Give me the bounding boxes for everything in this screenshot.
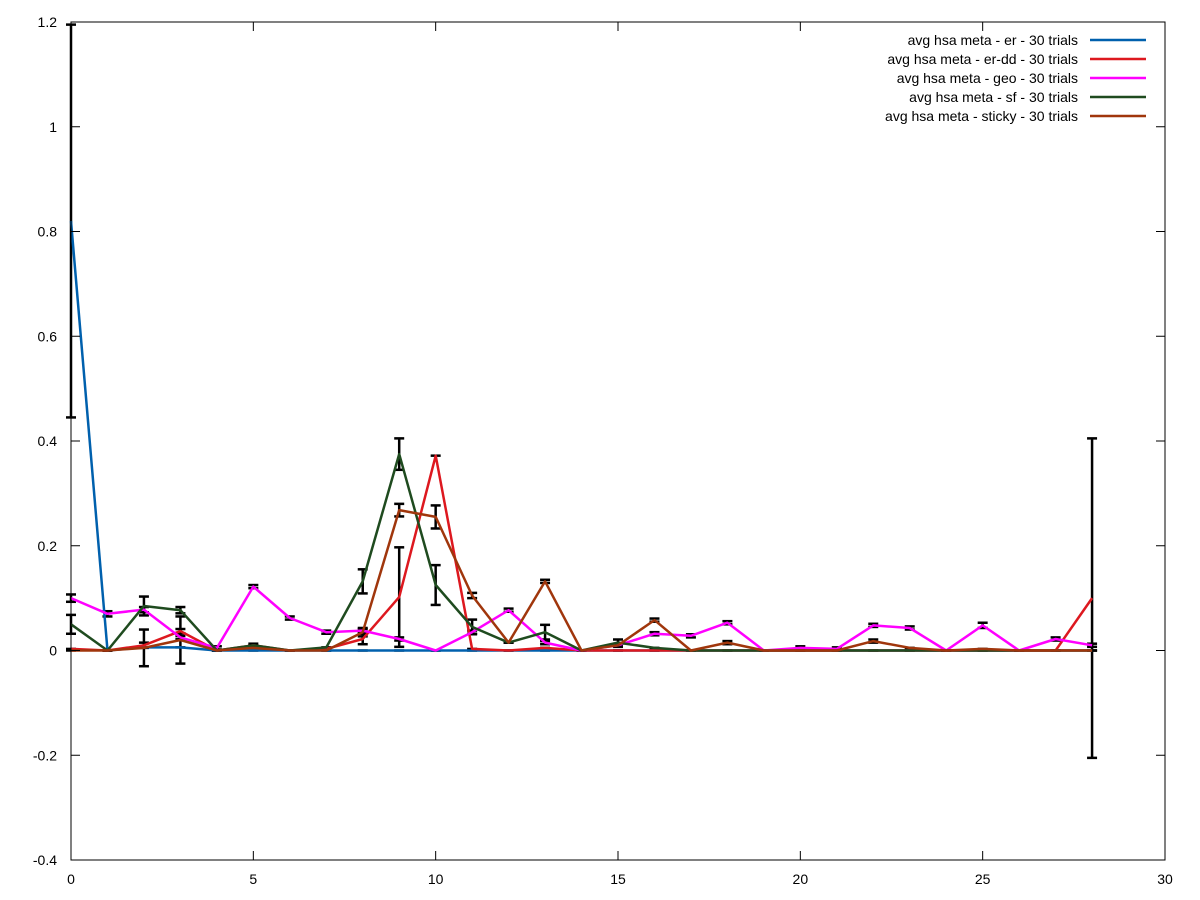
series-line-1 [70,454,1094,652]
x-tick-label: 30 [1157,871,1173,887]
plot-frame [70,21,1166,861]
series-line-2 [70,585,1093,652]
legend-label-4: avg hsa meta - sticky - 30 trials [885,108,1078,124]
legend-label-3: avg hsa meta - sf - 30 trials [909,89,1078,105]
x-tick-label: 0 [67,871,75,887]
x-tick-label: 25 [975,871,991,887]
y-tick-label: 1.2 [38,14,58,30]
series-line-0 [69,220,1093,652]
x-tick-label: 5 [249,871,257,887]
ticks-layer: 0 5 10 15 20 25 30 -0.4 -0.2 0 0.2 0.4 0.6 0.8 1 1.2 [33,14,1173,887]
series-line-3 [70,452,1093,652]
x-tick-label: 10 [428,871,444,887]
legend: avg hsa meta - er - 30 trials avg hsa met… [885,32,1146,124]
x-tick-label: 15 [610,871,626,887]
series-line-4 [71,508,1093,652]
y-tick-label: 0.6 [38,328,58,344]
y-tick-label: 1 [49,119,57,135]
legend-label-2: avg hsa meta - geo - 30 trials [897,70,1078,86]
y-tick-label: -0.2 [33,747,57,763]
y-tick-label: 0 [49,643,57,659]
y-tick-label: 0.2 [38,538,58,554]
series-layer [69,220,1094,652]
y-tick-label: -0.4 [33,852,57,868]
y-tick-label: 0.4 [38,433,58,449]
y-tick-label: 0.8 [38,224,58,240]
legend-label-1: avg hsa meta - er-dd - 30 trials [887,51,1078,67]
legend-label-0: avg hsa meta - er - 30 trials [908,32,1078,48]
x-tick-label: 20 [793,871,809,887]
